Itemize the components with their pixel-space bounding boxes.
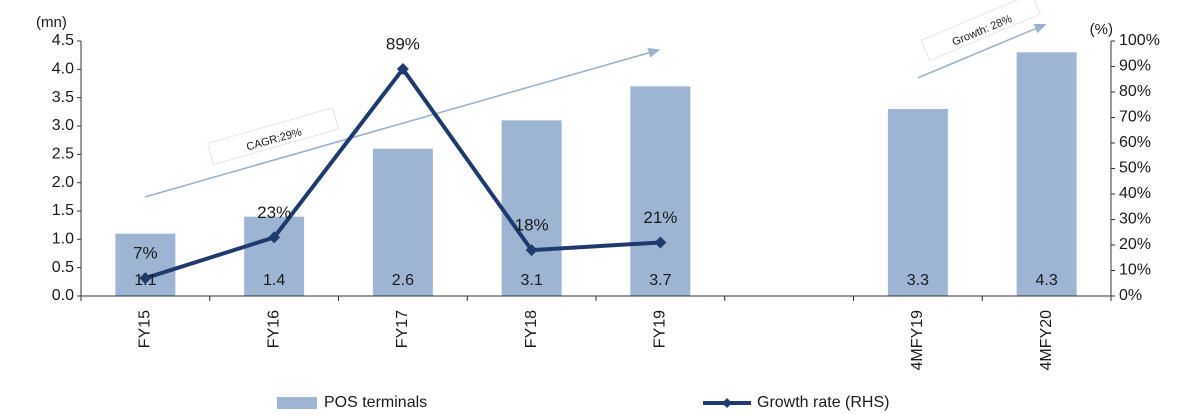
right-tick-label: 90% bbox=[1119, 58, 1151, 75]
trend-arrow-line bbox=[145, 51, 651, 198]
growth-point-fy17 bbox=[396, 63, 409, 76]
legend-swatch-marker bbox=[722, 398, 732, 408]
right-tick-label: 50% bbox=[1119, 160, 1151, 177]
bar-value-label: 4.3 bbox=[1036, 272, 1058, 289]
legend-swatch-bars bbox=[277, 397, 317, 409]
bar-fy17 bbox=[372, 148, 433, 296]
growth-point-fy16 bbox=[268, 231, 281, 244]
left-tick-label: 0.5 bbox=[52, 259, 74, 276]
right-tick-label: 60% bbox=[1119, 134, 1151, 151]
left-tick-label: 4.0 bbox=[52, 61, 74, 78]
right-tick-label: 20% bbox=[1119, 236, 1151, 253]
right-tick-label: 70% bbox=[1119, 109, 1151, 126]
right-tick-label: 30% bbox=[1119, 211, 1151, 228]
x-tick-label: FY17 bbox=[394, 310, 411, 348]
x-tick-label: 4MFY20 bbox=[1038, 310, 1055, 371]
right-axis-unit: (%) bbox=[1090, 21, 1113, 38]
growth-value-label: 23% bbox=[257, 203, 291, 222]
right-tick-label: 40% bbox=[1119, 185, 1151, 202]
growth-point-fy15 bbox=[139, 272, 152, 285]
bar-value-label: 2.6 bbox=[392, 272, 414, 289]
growth-value-label: 7% bbox=[133, 244, 158, 263]
growth-point-fy19 bbox=[654, 236, 667, 249]
left-tick-label: 3.5 bbox=[52, 89, 74, 106]
bar-4mfy19 bbox=[887, 109, 948, 296]
left-tick-label: 0.0 bbox=[52, 287, 74, 304]
bar-value-label: 1.4 bbox=[263, 272, 285, 289]
right-tick-label: 10% bbox=[1119, 262, 1151, 279]
left-tick-label: 1.0 bbox=[52, 231, 74, 248]
left-tick-label: 3.0 bbox=[52, 117, 74, 134]
right-tick-label: 100% bbox=[1119, 32, 1160, 49]
x-tick-label: FY15 bbox=[137, 310, 154, 348]
bar-4mfy20 bbox=[1016, 52, 1077, 297]
annotation-box bbox=[920, 0, 1041, 62]
bar-value-label: 3.1 bbox=[521, 272, 543, 289]
left-axis-unit: (mn) bbox=[36, 14, 67, 31]
growth-point-fy18 bbox=[525, 244, 538, 257]
left-tick-label: 2.0 bbox=[52, 174, 74, 191]
growth-value-label: 21% bbox=[643, 208, 677, 227]
left-tick-label: 2.5 bbox=[52, 146, 74, 163]
bar-fy15 bbox=[115, 233, 176, 296]
x-tick-label: 4MFY19 bbox=[909, 310, 926, 371]
growth-value-label: 18% bbox=[515, 216, 549, 235]
legend-label-bars: POS terminals bbox=[324, 394, 427, 411]
growth-value-label: 89% bbox=[386, 35, 420, 54]
annotation-box bbox=[206, 107, 340, 166]
trend-arrow-line bbox=[917, 27, 1038, 79]
trend-arrow-head bbox=[1033, 24, 1047, 34]
bar-value-label: 3.7 bbox=[649, 272, 671, 289]
x-tick-label: FY18 bbox=[523, 310, 540, 348]
trend-arrow-head bbox=[647, 47, 661, 58]
legend-label-line: Growth rate (RHS) bbox=[757, 394, 889, 411]
bar-value-label: 1.1 bbox=[134, 272, 156, 289]
right-tick-label: 80% bbox=[1119, 83, 1151, 100]
left-tick-label: 4.5 bbox=[52, 32, 74, 49]
x-tick-label: FY16 bbox=[265, 310, 282, 348]
bar-value-label: 3.3 bbox=[907, 272, 929, 289]
left-tick-label: 1.5 bbox=[52, 202, 74, 219]
bar-fy18 bbox=[501, 120, 562, 296]
bar-fy16 bbox=[244, 216, 305, 296]
right-tick-label: 0% bbox=[1119, 287, 1142, 304]
x-tick-label: FY19 bbox=[652, 310, 669, 348]
bar-fy19 bbox=[630, 86, 691, 296]
